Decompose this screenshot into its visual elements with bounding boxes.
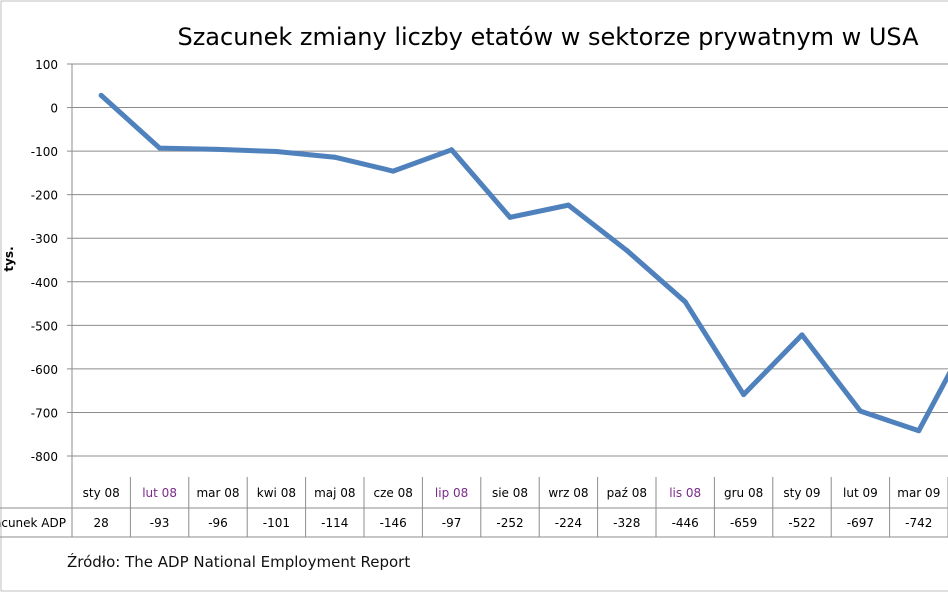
- source-label: Źródło:: [67, 553, 121, 571]
- table-row-label: Szacunek ADP: [0, 516, 66, 530]
- y-tick-label-7: -600: [31, 363, 58, 377]
- category-label-4: maj 08: [314, 486, 355, 500]
- chart-title: Szacunek zmiany liczby etatów w sektorze…: [177, 23, 919, 51]
- data-point-10: [682, 299, 688, 305]
- plot-area: [72, 64, 948, 456]
- table-value-14: -742: [905, 516, 932, 530]
- data-point-4: [332, 154, 338, 160]
- table-value-1: -93: [150, 516, 170, 530]
- y-tick-label-4: -300: [31, 232, 58, 246]
- category-label-11: gru 08: [724, 486, 763, 500]
- table-value-4: -114: [321, 516, 348, 530]
- category-label-14: mar 09: [897, 486, 940, 500]
- data-point-6: [449, 147, 455, 153]
- data-point-8: [565, 202, 571, 208]
- category-label-6: lip 08: [435, 486, 468, 500]
- category-label-0: sty 08: [83, 486, 120, 500]
- y-tick-label-0: 100: [35, 58, 58, 72]
- category-label-13: lut 09: [843, 486, 878, 500]
- data-point-13: [857, 408, 863, 414]
- category-label-1: lut 08: [142, 486, 177, 500]
- data-point-3: [273, 149, 279, 155]
- category-label-8: wrz 08: [548, 486, 588, 500]
- data-point-9: [624, 247, 630, 253]
- y-tick-label-6: -500: [31, 319, 58, 333]
- table-value-2: -96: [208, 516, 228, 530]
- y-tick-label-9: -800: [31, 450, 58, 464]
- table-value-10: -446: [672, 516, 699, 530]
- table-value-9: -328: [613, 516, 640, 530]
- data-point-0: [98, 92, 104, 98]
- table-value-0: 28: [94, 516, 109, 530]
- data-point-2: [215, 146, 221, 152]
- table-value-7: -252: [496, 516, 523, 530]
- table-value-11: -659: [730, 516, 757, 530]
- category-label-9: paź 08: [607, 486, 647, 500]
- source-note: Źródło: The ADP National Employment Repo…: [67, 553, 410, 571]
- category-label-10: lis 08: [669, 486, 701, 500]
- table-value-12: -522: [788, 516, 815, 530]
- table-value-3: -101: [263, 516, 290, 530]
- series-line-0: [98, 92, 948, 434]
- table-value-8: -224: [555, 516, 582, 530]
- y-tick-label-1: 0: [50, 102, 58, 116]
- y-tick-label-8: -700: [31, 406, 58, 420]
- source-text: The ADP National Employment Report: [125, 553, 411, 571]
- data-point-11: [741, 392, 747, 398]
- category-label-12: sty 09: [783, 486, 820, 500]
- y-tick-label-5: -400: [31, 276, 58, 290]
- category-label-7: sie 08: [492, 486, 528, 500]
- table-value-5: -146: [380, 516, 407, 530]
- y-tick-label-2: -100: [31, 145, 58, 159]
- category-label-3: kwi 08: [257, 486, 296, 500]
- data-point-5: [390, 168, 396, 174]
- data-point-14: [916, 428, 922, 434]
- category-label-5: cze 08: [374, 486, 413, 500]
- data-point-7: [507, 214, 513, 220]
- data-point-1: [157, 145, 163, 151]
- y-tick-label-3: -200: [31, 189, 58, 203]
- data-point-12: [799, 332, 805, 338]
- table-value-13: -697: [847, 516, 874, 530]
- y-axis-label: tys.: [2, 246, 16, 271]
- table-value-6: -97: [442, 516, 462, 530]
- category-label-2: mar 08: [196, 486, 239, 500]
